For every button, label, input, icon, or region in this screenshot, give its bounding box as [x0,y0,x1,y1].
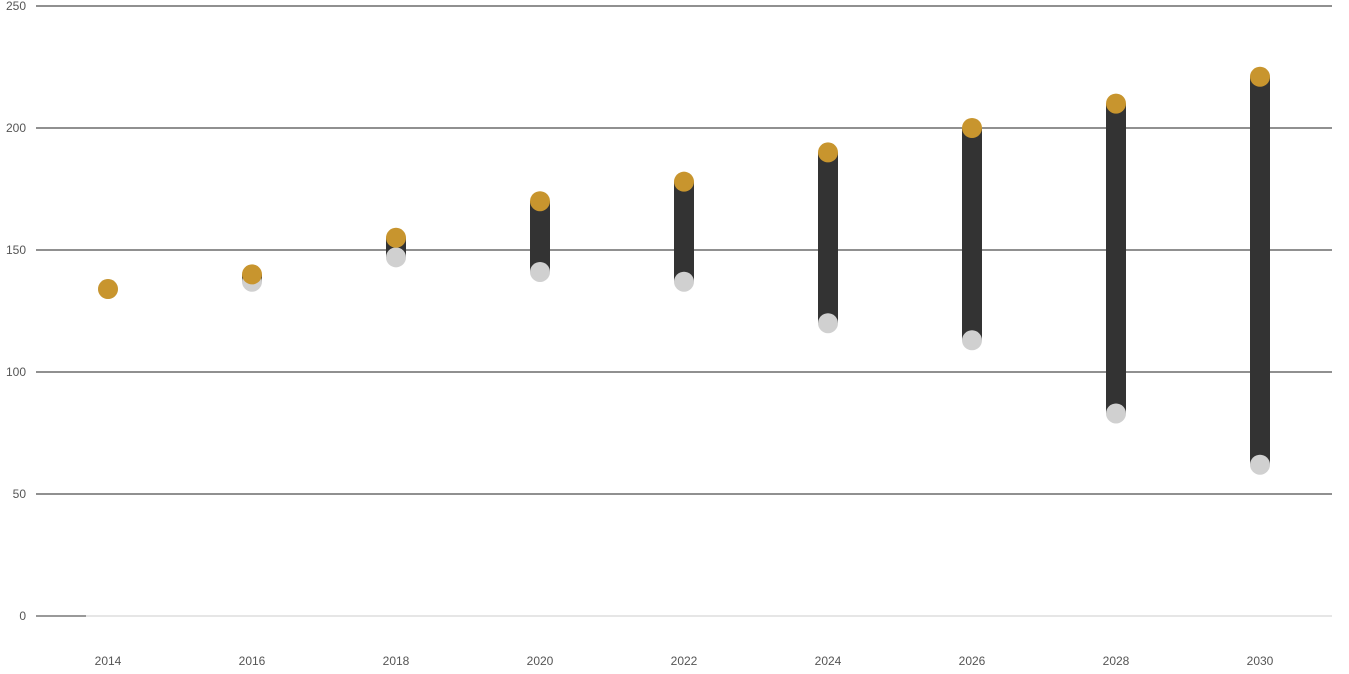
upper-point [818,142,838,163]
lower-point [962,330,982,351]
upper-point [962,118,982,138]
lower-point [386,247,406,268]
upper-point [1106,93,1126,114]
x-tick-label: 2024 [815,654,842,668]
x-axis: 2014 2016 2018 2020 2022 2024 2026 2028 2030 [95,654,1274,668]
upper-point [98,279,118,300]
lower-point [1106,403,1126,424]
y-tick-label: 200 [6,121,26,135]
lower-point [674,271,694,292]
upper-point [1250,66,1270,87]
x-tick-label: 2026 [959,654,986,668]
data-points [98,66,1270,475]
x-tick-label: 2022 [671,654,698,668]
x-tick-label: 2030 [1247,654,1274,668]
lower-point [818,313,838,334]
range-bar [1250,76,1270,465]
y-tick-label: 100 [6,365,26,379]
y-tick-label: 250 [6,0,26,13]
range-bar [530,201,550,272]
y-axis: 0 50 100 150 200 250 [6,0,26,623]
grid-lines [36,5,1332,617]
x-tick-label: 2016 [239,654,266,668]
upper-point [386,227,406,248]
range-bar [962,128,982,341]
lower-point [1250,454,1270,475]
upper-point [242,264,262,285]
lower-point [530,261,550,282]
y-tick-label: 50 [13,487,27,501]
y-tick-label: 0 [19,609,26,623]
y-tick-label: 150 [6,243,26,257]
x-tick-label: 2018 [383,654,410,668]
x-tick-label: 2020 [527,654,554,668]
upper-point [530,191,550,212]
range-bar [674,181,694,282]
range-bars [242,76,1270,465]
range-bar [1106,103,1126,414]
x-tick-label: 2028 [1103,654,1130,668]
x-tick-label: 2014 [95,654,122,668]
upper-point [674,171,694,192]
range-bar [818,152,838,324]
